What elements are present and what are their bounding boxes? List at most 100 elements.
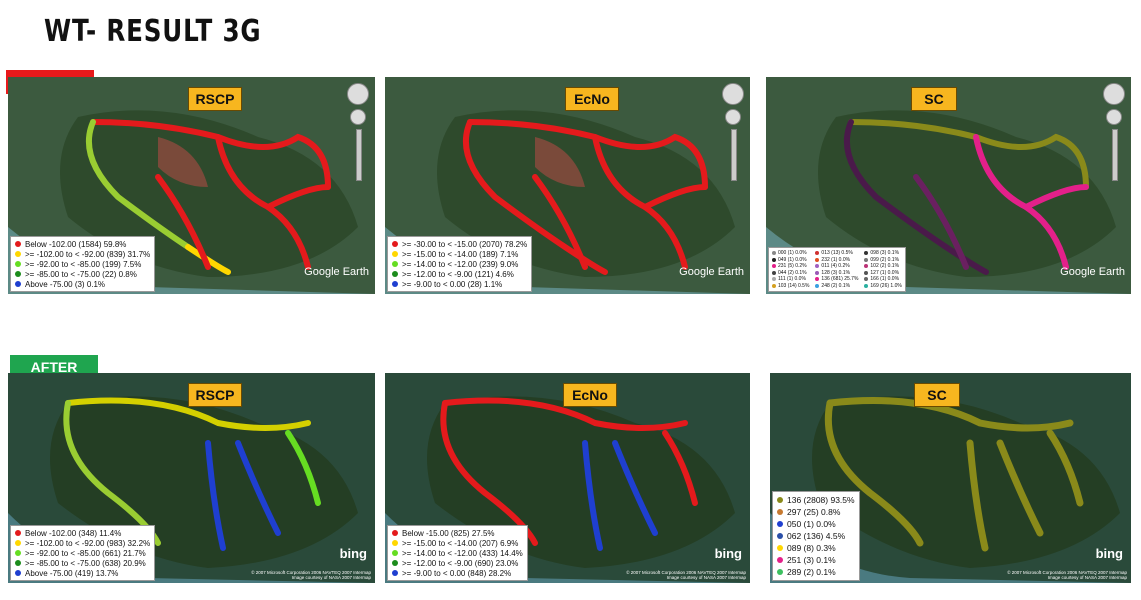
- legend-dot: [392, 540, 398, 546]
- legend-item: 289 (2) 0.1%: [777, 566, 855, 578]
- legend-label: 049 (1) 0.0%: [778, 256, 807, 263]
- map-after-sc: SC 136 (2808) 93.5% 297 (25) 0.8% 050 (1…: [770, 373, 1131, 583]
- legend-dot: [864, 257, 869, 262]
- legend-item: >= -9.00 to < 0.00 (28) 1.1%: [392, 279, 527, 289]
- legend-label: 136 (2808) 93.5%: [787, 495, 855, 505]
- legend-item: >= -12.00 to < -9.00 (121) 4.6%: [392, 269, 527, 279]
- legend-item: 099 (2) 0.1%: [864, 257, 901, 264]
- legend-label: >= -12.00 to < -9.00 (121) 4.6%: [402, 269, 514, 279]
- legend-dot: [772, 270, 776, 275]
- legend-item: 111 (1) 0.0%: [772, 276, 809, 283]
- legend-dot: [392, 560, 398, 566]
- legend-label: >= -92.00 to < -85.00 (199) 7.5%: [25, 259, 142, 269]
- legend-dot: [815, 270, 820, 275]
- legend-label: >= -85.00 to < -75.00 (22) 0.8%: [25, 269, 137, 279]
- bing-logo: bing: [714, 546, 742, 561]
- legend-dot: [15, 570, 21, 576]
- legend-dot: [777, 497, 783, 503]
- legend-dot: [15, 560, 21, 566]
- legend-label: 050 (1) 0.0%: [787, 519, 836, 529]
- legend-label: 166 (1) 0.0%: [870, 276, 900, 283]
- legend-item: 103 (14) 0.5%: [772, 283, 809, 290]
- pan-icon[interactable]: [1106, 109, 1122, 125]
- map-before-rscp: RSCP Below -102.00 (1584) 59.8% >= -102.…: [8, 77, 375, 294]
- map-navigation-control[interactable]: [347, 83, 369, 181]
- legend-dot: [15, 530, 21, 536]
- legend-item: 251 (3) 0.1%: [777, 554, 855, 566]
- legend-item: 166 (1) 0.0%: [864, 276, 901, 283]
- rscp-title: RSCP: [188, 383, 242, 407]
- legend-item: 128 (3) 0.1%: [815, 270, 858, 277]
- map-credits: © 2007 Microsoft Corporation 2006 NAVTEQ…: [626, 570, 746, 580]
- legend-item: 136 (2808) 93.5%: [777, 494, 855, 506]
- map-navigation-control[interactable]: [722, 83, 744, 181]
- legend-item: 089 (8) 0.3%: [777, 542, 855, 554]
- legend-label: >= -102.00 to < -92.00 (983) 32.2%: [25, 538, 151, 548]
- zoom-slider[interactable]: [356, 129, 362, 181]
- legend-label: >= -12.00 to < -9.00 (690) 23.0%: [402, 558, 519, 568]
- legend-label: 111 (1) 0.0%: [778, 276, 806, 283]
- legend-item: >= -92.00 to < -85.00 (199) 7.5%: [15, 259, 150, 269]
- legend-item: 169 (26) 1.0%: [864, 283, 902, 290]
- zoom-slider[interactable]: [731, 129, 737, 181]
- map-navigation-control[interactable]: [1103, 83, 1125, 181]
- pan-icon[interactable]: [350, 109, 366, 125]
- legend-dot: [772, 257, 776, 262]
- legend-dot: [777, 533, 783, 539]
- legend-label: 062 (136) 4.5%: [787, 531, 846, 541]
- ecno-title: EcNo: [565, 87, 619, 111]
- map-credits: © 2007 Microsoft Corporation 2006 NAVTEQ…: [1007, 570, 1127, 580]
- legend-label: Below -102.00 (1584) 59.8%: [25, 239, 127, 249]
- legend-label: 013 (13) 0.5%: [821, 250, 853, 257]
- legend-label: 289 (2) 0.1%: [787, 567, 836, 577]
- legend-dot: [392, 241, 398, 247]
- page-title: WT- RESULT 3G: [44, 14, 262, 49]
- legend-dot: [392, 261, 398, 267]
- legend-dot: [392, 550, 398, 556]
- legend: 000 (1) 0.0% 013 (13) 0.5% 098 (3) 0.1% 049…: [768, 247, 906, 292]
- legend-item: 050 (1) 0.0%: [777, 518, 855, 530]
- legend-label: 232 (1) 0.0%: [821, 256, 851, 263]
- legend: Below -15.00 (825) 27.5% >= -15.00 to < …: [387, 525, 528, 581]
- legend-dot: [392, 271, 398, 277]
- zoom-slider[interactable]: [1112, 129, 1118, 181]
- compass-icon[interactable]: [722, 83, 744, 105]
- legend-dot: [864, 283, 869, 288]
- legend-item: 232 (1) 0.0%: [815, 257, 858, 264]
- legend-item: Below -102.00 (348) 11.4%: [15, 528, 150, 538]
- pan-icon[interactable]: [725, 109, 741, 125]
- legend-dot: [15, 241, 21, 247]
- legend-dot: [815, 251, 820, 256]
- ecno-title: EcNo: [563, 383, 617, 407]
- legend-dot: [815, 257, 820, 262]
- legend-label: Above -75.00 (3) 0.1%: [25, 279, 106, 289]
- compass-icon[interactable]: [1103, 83, 1125, 105]
- sc-title: SC: [911, 87, 957, 111]
- legend-item: 127 (1) 0.0%: [864, 270, 901, 277]
- legend-label: Above -75.00 (419) 13.7%: [25, 568, 119, 578]
- legend-item: 011 (4) 0.2%: [815, 263, 858, 270]
- google-earth-logo: Google Earth: [1060, 266, 1125, 278]
- legend-dot: [392, 570, 398, 576]
- legend-label: >= -9.00 to < 0.00 (28) 1.1%: [402, 279, 503, 289]
- bing-logo: bing: [1095, 546, 1123, 561]
- legend-dot: [815, 283, 820, 288]
- legend-item: 231 (5) 0.2%: [772, 263, 809, 270]
- legend-dot: [777, 545, 783, 551]
- compass-icon[interactable]: [347, 83, 369, 105]
- legend-item: >= -14.00 to < -12.00 (433) 14.4%: [392, 548, 523, 558]
- legend-label: 127 (1) 0.0%: [870, 269, 900, 276]
- legend-item: 000 (1) 0.0%: [772, 250, 809, 257]
- legend-item: >= -9.00 to < 0.00 (848) 28.2%: [392, 568, 523, 578]
- legend-label: 128 (3) 0.1%: [821, 269, 851, 276]
- legend-dot: [15, 281, 21, 287]
- legend-label: 011 (4) 0.2%: [821, 263, 850, 270]
- legend-dot: [864, 270, 869, 275]
- google-earth-logo: Google Earth: [304, 266, 369, 278]
- legend-item: >= -85.00 to < -75.00 (22) 0.8%: [15, 269, 150, 279]
- legend-item: Above -75.00 (3) 0.1%: [15, 279, 150, 289]
- map-after-ecno: EcNo Below -15.00 (825) 27.5% >= -15.00 …: [385, 373, 750, 583]
- legend-label: Below -15.00 (825) 27.5%: [402, 528, 495, 538]
- legend-dot: [15, 550, 21, 556]
- legend-dot: [772, 264, 776, 269]
